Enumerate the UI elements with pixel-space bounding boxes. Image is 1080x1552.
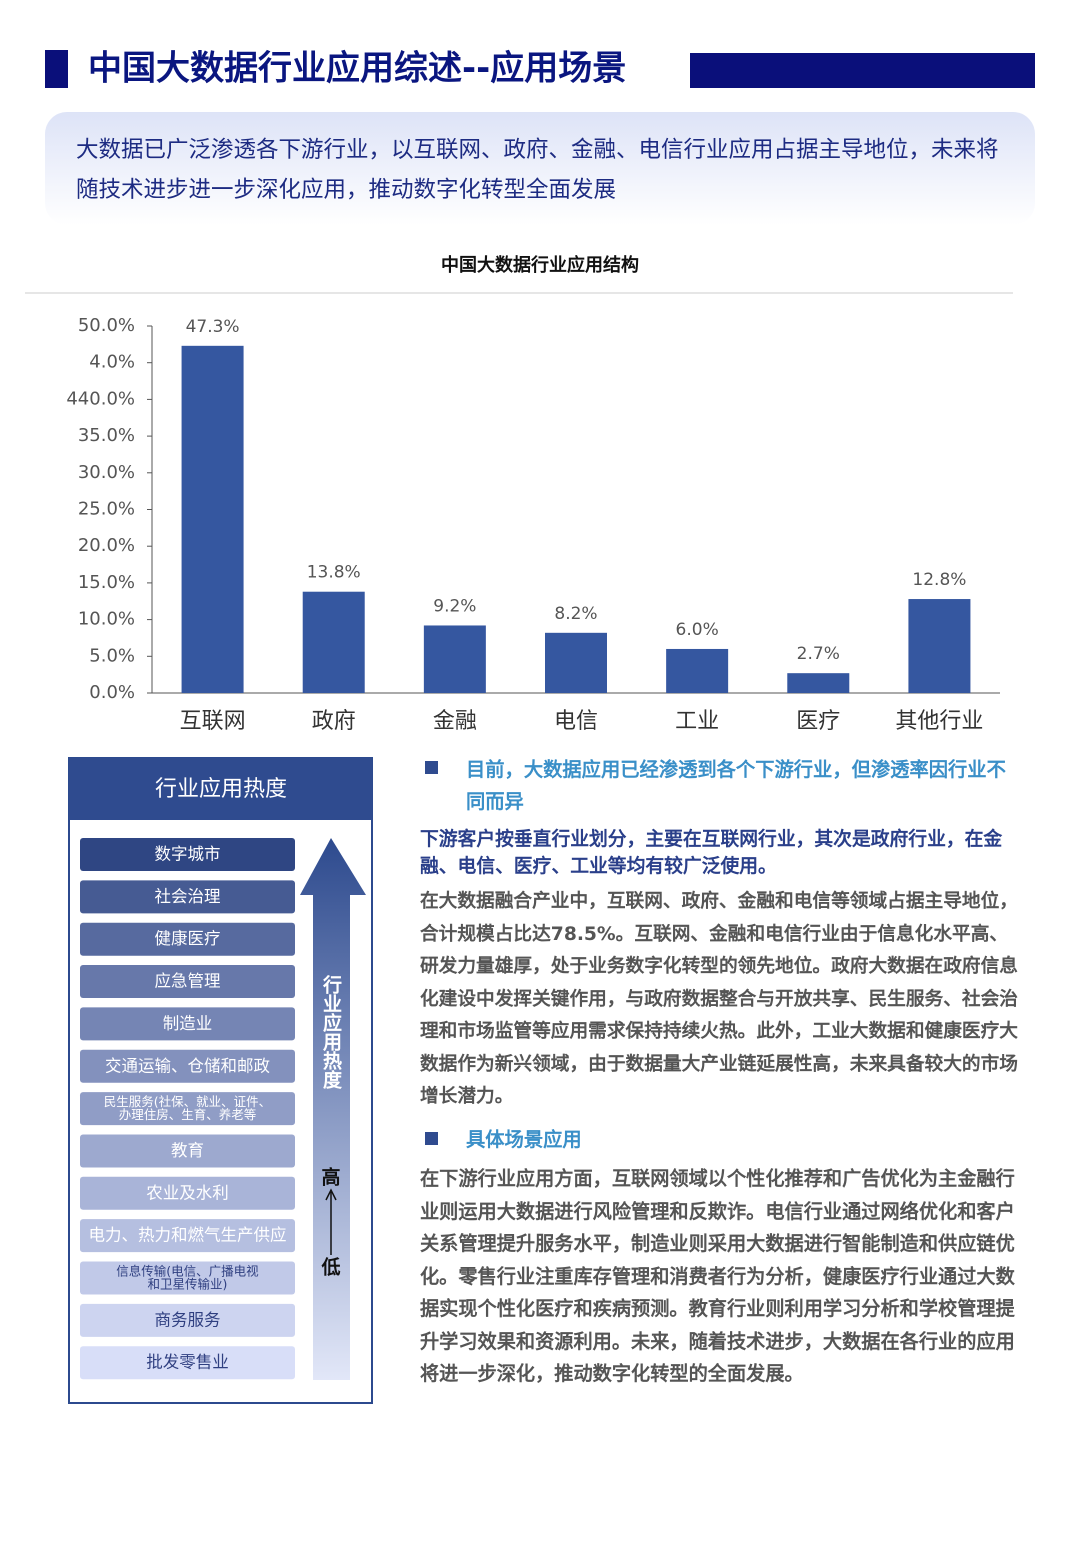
heat-low: 低 [320, 1256, 340, 1279]
page-title: 中国大数据行业应用综述--应用场景 [88, 49, 626, 89]
heat-arrow [300, 838, 366, 1380]
heat-high: 高 [321, 1166, 340, 1189]
heat-item-label: 数字城市 [155, 845, 221, 864]
heading: 目前，大数据应用已经渗透到各个下游行业，但渗透率因行业不同而异 [466, 758, 1006, 813]
bar [181, 345, 244, 693]
heat-item-label: 商务服务 [155, 1310, 221, 1329]
value-label: 9.2% [433, 596, 476, 616]
x-tick-label: 政府 [312, 709, 356, 734]
heat-item-label: 教育 [171, 1141, 204, 1160]
heat-title: 行业应用热度 [155, 777, 287, 802]
y-tick-label: 440.0% [66, 388, 135, 409]
heat-item-label: 电力、热力和燃气生产供应 [89, 1226, 287, 1245]
heat-item-label: 交通运输、仓储和邮政 [105, 1056, 270, 1075]
header-marker [45, 50, 68, 88]
summary: 大数据已广泛渗透各下游行业，以互联网、政府、金融、电信行业应用占据主导地位，未来… [76, 137, 999, 203]
heat-item [80, 1303, 295, 1337]
heat-item-label: 信息传输(电信、广播电视 [116, 1264, 259, 1279]
heat-item [80, 838, 295, 871]
heat-item-label: 应急管理 [155, 972, 221, 991]
heat-axis-label: 行业应用热度 [320, 974, 343, 1090]
heat-item [80, 1049, 295, 1083]
x-tick-label: 医疗 [796, 709, 840, 734]
heat-item [80, 965, 295, 999]
y-tick-label: 15.0% [78, 572, 135, 593]
bar [545, 632, 607, 693]
y-tick-label: 50.0% [78, 315, 135, 336]
y-tick-label: 4.0% [89, 352, 135, 373]
bar [787, 673, 850, 693]
heat-item-label: 办理住房、生育、养老等 [119, 1107, 257, 1122]
heat-item [80, 922, 295, 956]
heat-item-label: 农业及水利 [146, 1183, 229, 1202]
x-tick-label: 金融 [433, 709, 477, 734]
x-tick-label: 电信 [554, 709, 598, 734]
heat-item-label: 民生服务(社保、就业、证件、 [104, 1094, 271, 1109]
bullet [425, 761, 438, 774]
y-tick-label: 35.0% [78, 425, 135, 446]
chart-title: 中国大数据行业应用结构 [441, 254, 639, 276]
heat-item [80, 1176, 295, 1210]
paragraph: 下游客户按垂直行业划分，主要在互联网行业，其次是政府行业，在金融、电信、医疗、工… [420, 829, 1003, 877]
y-tick-label: 25.0% [78, 499, 135, 520]
y-tick-label: 5.0% [89, 645, 135, 666]
bar [423, 625, 486, 693]
heat-item-label: 和卫星传输业) [148, 1277, 228, 1292]
bar [908, 599, 971, 693]
heat-header [69, 758, 372, 820]
y-tick-label: 0.0% [89, 682, 135, 703]
heat-item-label: 批发零售业 [146, 1353, 229, 1372]
heat-item-label: 社会治理 [155, 887, 221, 906]
heat-item [80, 1219, 295, 1253]
value-label: 2.7% [797, 644, 840, 664]
heat-item [80, 880, 295, 914]
heat-item-label: 健康医疗 [155, 929, 221, 948]
value-label: 12.8% [912, 570, 966, 590]
heat-item-label: 制造业 [163, 1014, 213, 1033]
heat-item [80, 1134, 295, 1168]
paragraph: 在下游行业应用方面，互联网领域以个性化推荐和广告优化为主金融行业则运用大数据进行… [420, 1167, 1015, 1385]
heat-item [80, 1346, 295, 1380]
value-label: 47.3% [186, 317, 240, 337]
paragraph: 在大数据融合产业中，互联网、政府、金融和电信等领域占据主导地位，合计规模占比达7… [420, 891, 1018, 1107]
heat-item [80, 1007, 295, 1041]
value-label: 8.2% [554, 604, 597, 624]
value-label: 6.0% [676, 620, 719, 640]
header-bar [690, 53, 1035, 88]
y-tick-label: 30.0% [78, 462, 135, 483]
bar [302, 591, 365, 693]
bar [666, 648, 729, 693]
x-tick-label: 工业 [675, 709, 719, 734]
heat-item [80, 1261, 295, 1295]
y-tick-label: 10.0% [78, 609, 135, 630]
value-label: 13.8% [307, 563, 361, 583]
heading: 具体场景应用 [466, 1128, 582, 1151]
bullet [425, 1132, 438, 1145]
x-tick-label: 互联网 [180, 709, 246, 734]
y-tick-label: 20.0% [78, 535, 135, 556]
heat-item [80, 1092, 295, 1126]
summary-box [45, 112, 1035, 225]
x-tick-label: 其他行业 [895, 709, 983, 734]
heat-line-head [325, 1188, 337, 1201]
